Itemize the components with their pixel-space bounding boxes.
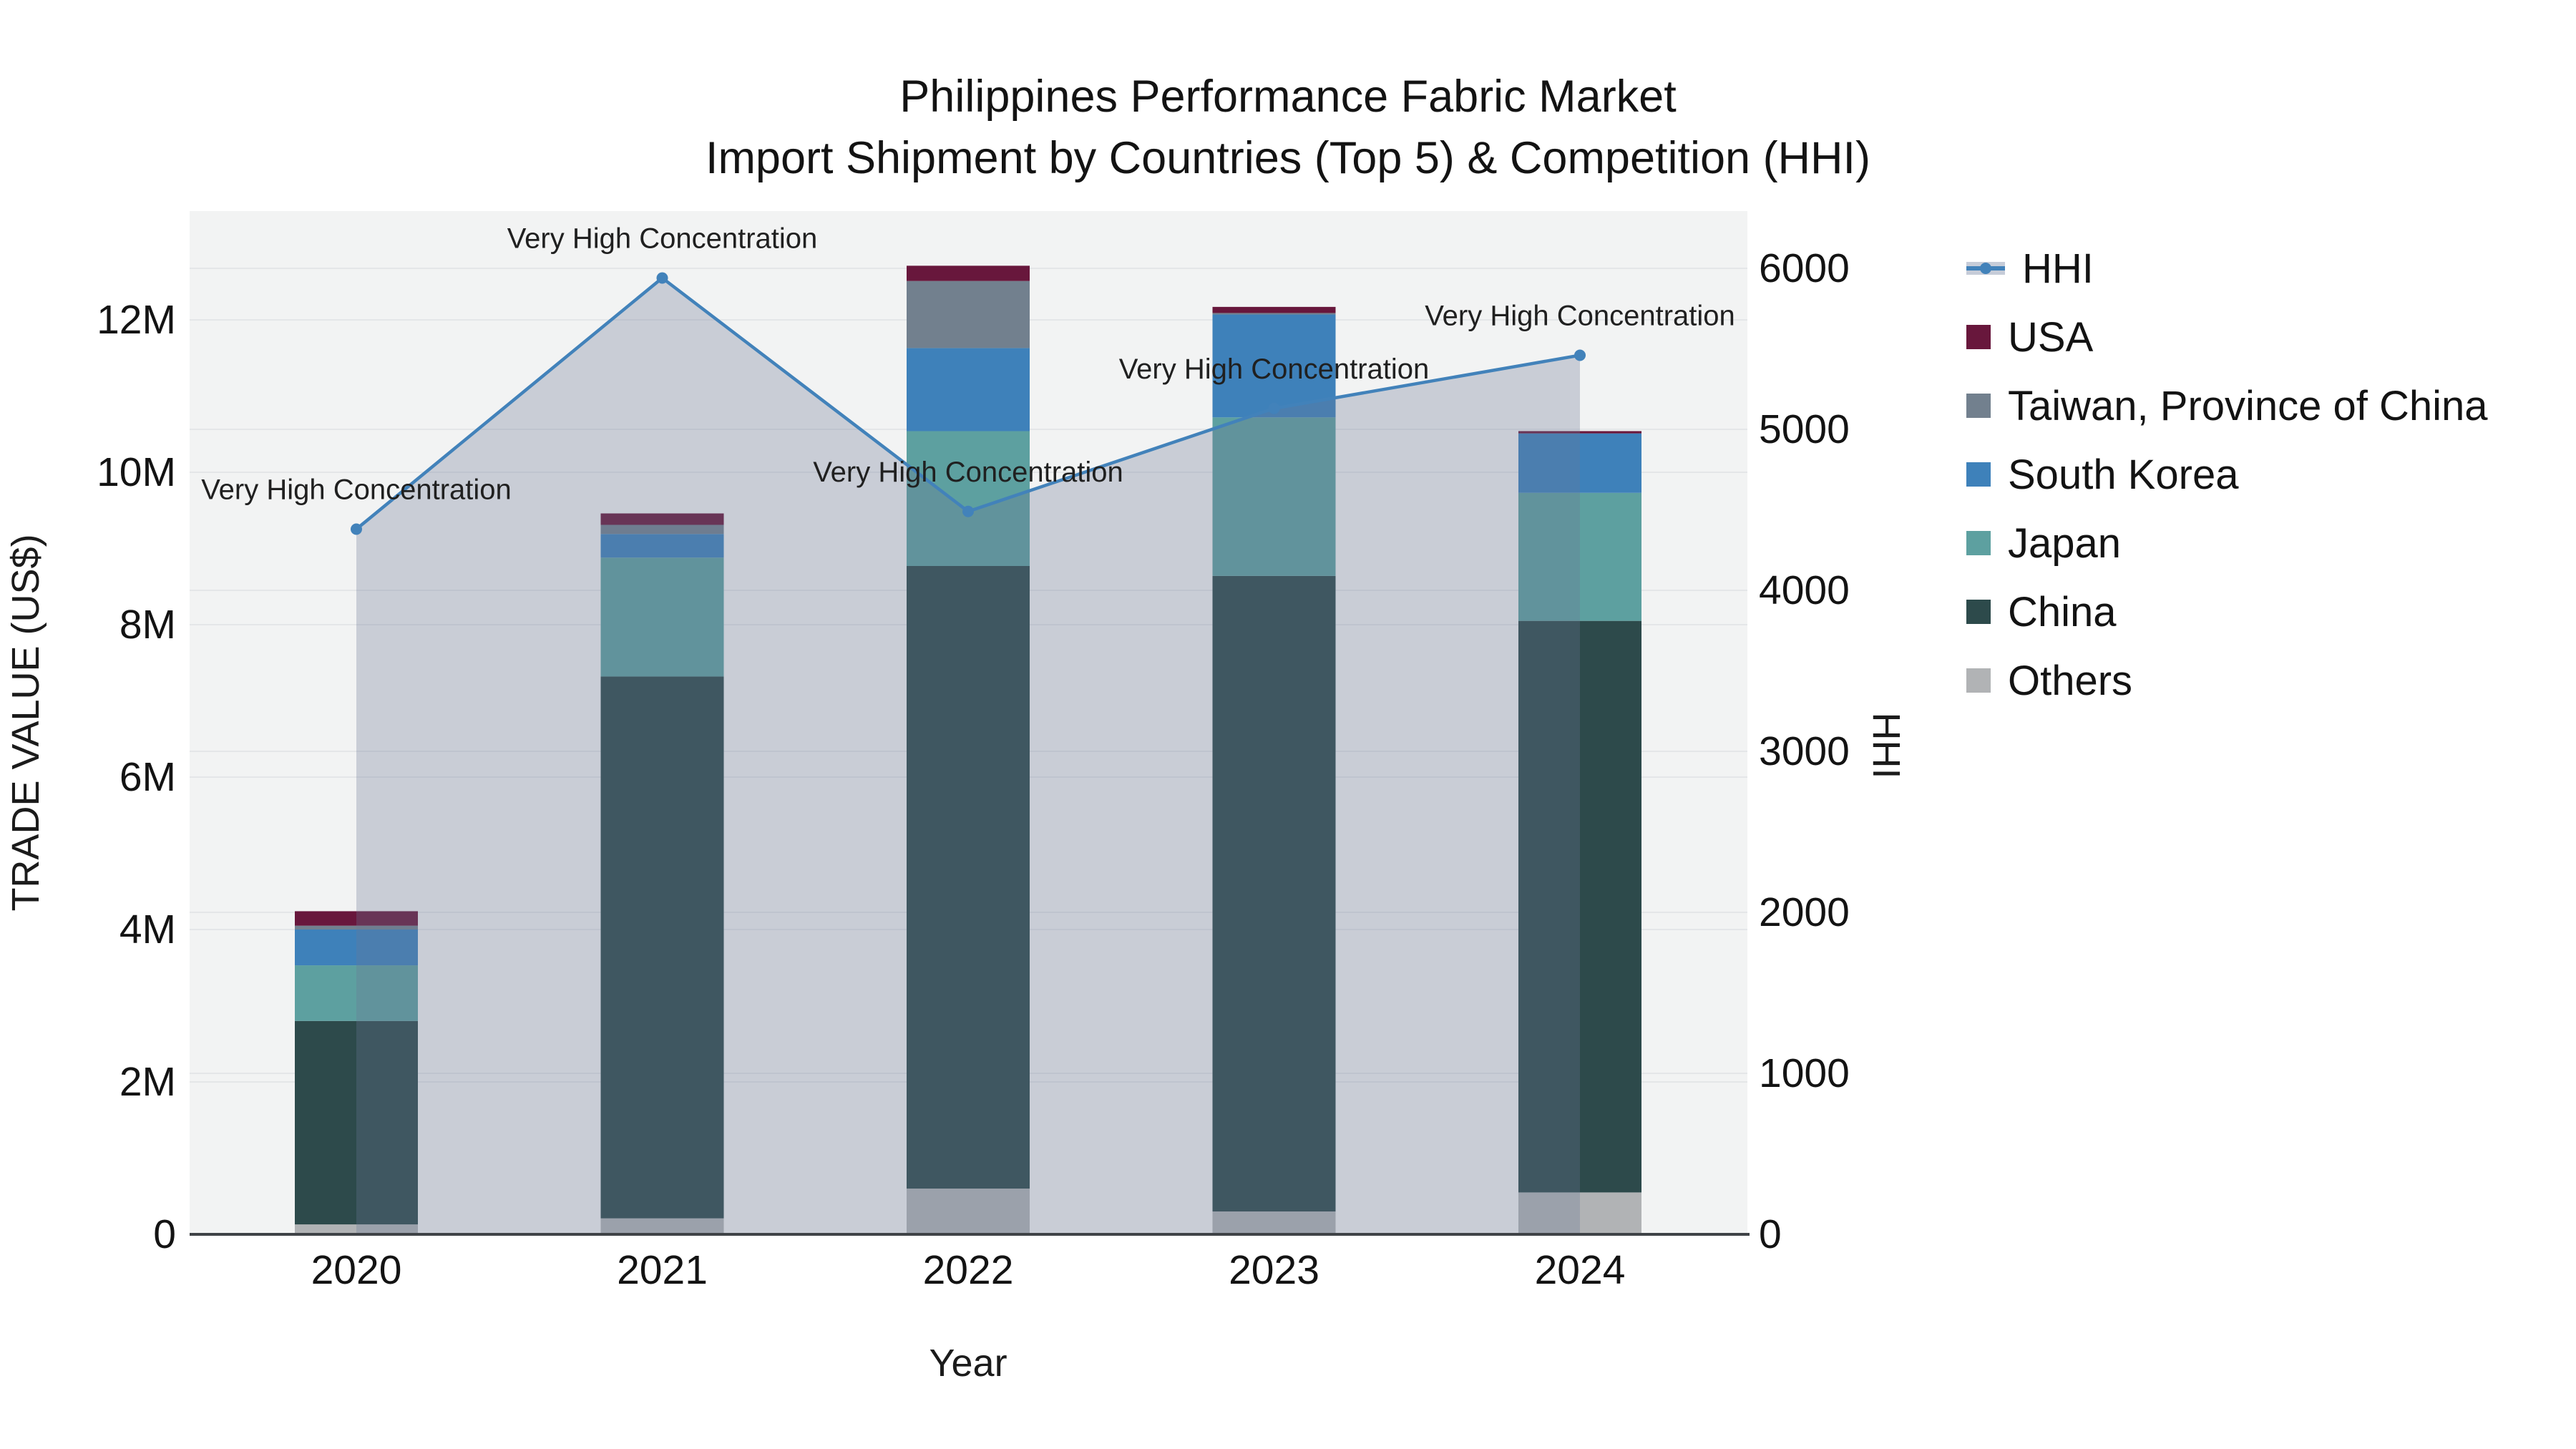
bar-segment-2022-taiwan-province-of-china[interactable]: [907, 280, 1030, 348]
x-tick-2020: 2020: [311, 1247, 402, 1293]
bar-segment-2024-others[interactable]: [1518, 1192, 1641, 1234]
annotation-2021: Very High Concentration: [507, 223, 818, 255]
hhi-area-fill: [356, 278, 1580, 1234]
bar-segment-2023-china[interactable]: [1212, 575, 1336, 1212]
legend-swatch-south-korea: [1966, 462, 1991, 487]
bar-segment-2022-others[interactable]: [907, 1189, 1030, 1234]
hhi-point-2024[interactable]: [1574, 349, 1586, 361]
y-left-tick-6M: 6M: [119, 754, 176, 800]
x-tick-2023: 2023: [1229, 1247, 1319, 1293]
bar-segment-2024-usa[interactable]: [1518, 431, 1641, 434]
legend-item-china[interactable]: China: [1966, 577, 2488, 646]
y-right-tick-2000: 2000: [1759, 889, 1850, 935]
bar-segment-2022-usa[interactable]: [907, 265, 1030, 281]
y-left-tick-10M: 10M: [97, 449, 176, 495]
legend-label: South Korea: [2008, 451, 2239, 498]
hhi-point-2023[interactable]: [1268, 402, 1280, 414]
chart-title-line1: Philippines Performance Fabric Market: [899, 72, 1677, 122]
bar-segment-2023-usa[interactable]: [1212, 306, 1336, 313]
legend-swatch-taiwan-province-of-china: [1966, 394, 1991, 418]
bar-segment-2023-japan[interactable]: [1212, 417, 1336, 576]
bar-segment-2020-taiwan-province-of-china[interactable]: [295, 925, 418, 930]
hhi-point-2021[interactable]: [656, 272, 668, 284]
y-right-tick-3000: 3000: [1759, 728, 1850, 774]
y-left-tick-12M: 12M: [97, 297, 176, 343]
x-axis-title: Year: [929, 1342, 1008, 1385]
y-left-tick-4M: 4M: [119, 907, 176, 952]
y-left-tick-2M: 2M: [119, 1059, 176, 1105]
x-tick-2021: 2021: [617, 1247, 708, 1293]
hhi-point-2020[interactable]: [351, 523, 362, 535]
y-left-axis-title: TRADE VALUE (US$): [4, 534, 47, 912]
legend-item-japan[interactable]: Japan: [1966, 509, 2488, 577]
bar-segment-2021-taiwan-province-of-china[interactable]: [600, 525, 724, 535]
annotation-2023: Very High Concentration: [1119, 353, 1430, 385]
legend-label: USA: [2008, 313, 2094, 361]
bar-segment-2020-china[interactable]: [295, 1020, 418, 1225]
legend-item-south-korea[interactable]: South Korea: [1966, 440, 2488, 509]
bar-segment-2024-china[interactable]: [1518, 620, 1641, 1193]
bar-segment-2020-others[interactable]: [295, 1224, 418, 1234]
y-right-tick-5000: 5000: [1759, 406, 1850, 452]
hhi-marker-swatch: [1980, 263, 1991, 274]
chart-title: Philippines Performance Fabric Market Im…: [0, 66, 2576, 189]
bar-segment-2024-japan[interactable]: [1518, 492, 1641, 621]
x-tick-2022: 2022: [923, 1247, 1014, 1293]
legend-label: HHI: [2022, 245, 2094, 292]
y-right-tick-1000: 1000: [1759, 1050, 1850, 1096]
y-right-tick-4000: 4000: [1759, 567, 1850, 613]
legend-swatch-china: [1966, 600, 1991, 624]
legend-item-others[interactable]: Others: [1966, 646, 2488, 715]
bar-segment-2020-usa[interactable]: [295, 911, 418, 926]
bar-segment-2022-south-korea[interactable]: [907, 348, 1030, 431]
bar-segment-2021-usa[interactable]: [600, 513, 724, 525]
legend-item-usa[interactable]: USA: [1966, 303, 2488, 371]
chart-title-line2: Import Shipment by Countries (Top 5) & C…: [705, 133, 1871, 183]
bar-segment-2023-others[interactable]: [1212, 1211, 1336, 1234]
y-left-tick-8M: 8M: [119, 602, 176, 648]
bar-segment-2022-china[interactable]: [907, 565, 1030, 1189]
hhi-point-2022[interactable]: [962, 505, 974, 517]
legend-item-hhi[interactable]: HHI: [1966, 234, 2488, 303]
bar-segment-2021-others[interactable]: [600, 1218, 724, 1234]
x-tick-2024: 2024: [1535, 1247, 1626, 1293]
y-right-tick-0: 0: [1759, 1211, 1782, 1257]
annotation-2024: Very High Concentration: [1425, 301, 1735, 332]
bar-segment-2023-taiwan-province-of-china[interactable]: [1212, 313, 1336, 315]
legend-label: Taiwan, Province of China: [2008, 382, 2488, 429]
legend-swatch-usa: [1966, 325, 1991, 349]
y-right-axis-title: HHI: [1865, 712, 1908, 779]
annotation-2022: Very High Concentration: [813, 457, 1123, 488]
bar-segment-2021-south-korea[interactable]: [600, 534, 724, 558]
legend-label: China: [2008, 588, 2117, 635]
bar-segment-2024-south-korea[interactable]: [1518, 433, 1641, 493]
legend: HHI USA Taiwan, Province of China South Kor…: [1966, 234, 2488, 715]
bar-segment-2020-japan[interactable]: [295, 965, 418, 1021]
annotation-2020: Very High Concentration: [201, 474, 512, 506]
bar-segment-2021-japan[interactable]: [600, 557, 724, 677]
legend-label: Others: [2008, 657, 2133, 704]
legend-swatch-japan: [1966, 531, 1991, 555]
bar-segment-2021-china[interactable]: [600, 676, 724, 1219]
y-left-tick-0: 0: [153, 1211, 176, 1257]
y-right-tick-6000: 6000: [1759, 245, 1850, 291]
legend-item-taiwan-province-of-china[interactable]: Taiwan, Province of China: [1966, 371, 2488, 440]
bar-segment-2020-south-korea[interactable]: [295, 930, 418, 966]
legend-line-swatch-hhi: [1966, 256, 2005, 280]
legend-label: Japan: [2008, 519, 2122, 567]
legend-swatch-others: [1966, 668, 1991, 693]
